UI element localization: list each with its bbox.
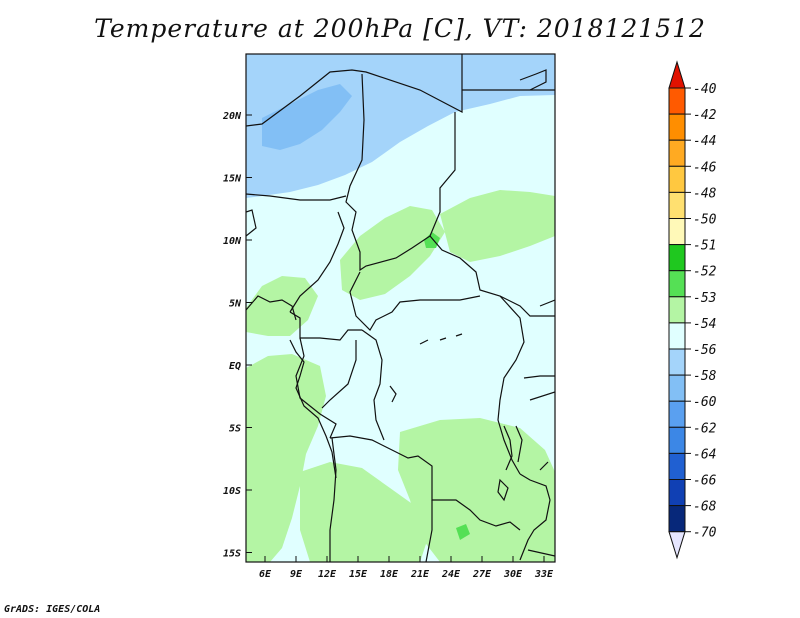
- lon-tick-label: 27E: [472, 569, 492, 580]
- map-title: Temperature at 200hPa [C], VT: 201812151…: [94, 14, 706, 43]
- lat-tick-label: 5S: [229, 424, 241, 435]
- lon-tick-label: 6E: [259, 569, 272, 580]
- colorbar-bottom-arrow: [668, 531, 686, 560]
- lat-tick-label: 20N: [222, 111, 242, 122]
- colorbar-swatch: [668, 505, 686, 533]
- lon-tick-label: 12E: [318, 569, 337, 580]
- colorbar-top-arrow: [668, 60, 686, 89]
- temperature-region-53: [300, 462, 428, 562]
- latitude-axis: 20N 15N 10N 5N EQ 5S 10S 15S: [222, 111, 252, 560]
- colorbar-label: -42: [693, 108, 717, 123]
- lat-tick-label: 10N: [223, 236, 242, 247]
- lon-tick-label: 21E: [410, 569, 430, 580]
- colorbar-swatch: [668, 374, 686, 402]
- colorbar-swatch: [668, 87, 686, 115]
- credit-text: GrADS: IGES/COLA: [4, 604, 101, 615]
- colorbar-label: -56: [693, 343, 717, 358]
- lon-tick-label: 18E: [380, 569, 399, 580]
- colorbar-label: -70: [693, 526, 717, 541]
- colorbar-label: -64: [693, 447, 716, 462]
- colorbar-label: -44: [693, 134, 716, 149]
- colorbar-label: -40: [693, 82, 717, 97]
- longitude-axis: 6E 9E 12E 15E 18E 21E 24E 27E 30E 33E: [259, 556, 554, 580]
- temperature-region-53: [246, 430, 276, 476]
- map-frame: [245, 53, 556, 563]
- temperature-region-52: [424, 232, 440, 248]
- colorbar-swatch: [668, 139, 686, 167]
- colorbar: -40 -42 -44 -46 -48 -50 -51 -52 -53 -54 -56 -58 -60 -…: [668, 60, 717, 560]
- colorbar-swatch: [668, 244, 686, 272]
- colorbar-label: -66: [693, 474, 717, 489]
- colorbar-swatch: [668, 296, 686, 324]
- temperature-region-58: [262, 84, 352, 150]
- temperature-region-52: [456, 524, 470, 540]
- colorbar-label: -60: [693, 395, 717, 410]
- country-borders: [246, 54, 555, 562]
- lon-tick-label: 33E: [534, 569, 554, 580]
- lat-tick-label: 10S: [223, 486, 241, 497]
- colorbar-swatch: [668, 218, 686, 246]
- colorbar-swatch: [668, 479, 686, 507]
- colorbar-swatch: [668, 426, 686, 454]
- colorbar-swatch: [668, 452, 686, 480]
- lon-tick-label: 30E: [503, 569, 523, 580]
- temperature-region-53: [246, 354, 326, 562]
- colorbar-label: -54: [693, 317, 716, 332]
- colorbar-label: -52: [693, 265, 717, 280]
- colorbar-label: -62: [693, 421, 717, 436]
- lat-tick-label: 15S: [223, 549, 241, 560]
- colorbar-label: -50: [693, 213, 717, 228]
- colorbar-label: -51: [693, 239, 716, 254]
- colorbar-label: -46: [693, 160, 717, 175]
- colorbar-label: -53: [693, 291, 716, 306]
- lat-tick-label: 15N: [223, 174, 242, 185]
- colorbar-swatch: [668, 113, 686, 141]
- lon-tick-label: 24E: [441, 569, 461, 580]
- colorbar-swatch: [668, 165, 686, 193]
- temperature-region-53: [440, 190, 555, 262]
- colorbar-swatch: [668, 400, 686, 428]
- lat-tick-label: EQ: [229, 361, 241, 372]
- colorbar-swatch: [668, 191, 686, 219]
- colorbar-swatch: [668, 270, 686, 298]
- temperature-region-53: [340, 206, 445, 300]
- colorbar-swatch: [668, 348, 686, 376]
- lat-tick-label: 5N: [229, 299, 242, 310]
- colorbar-label: -68: [693, 500, 717, 515]
- colorbar-swatch: [668, 322, 686, 350]
- lon-tick-label: 15E: [349, 569, 368, 580]
- map-plot-area: [246, 54, 555, 562]
- colorbar-label: -48: [693, 186, 717, 201]
- lon-tick-label: 9E: [290, 569, 303, 580]
- colorbar-label: -58: [693, 369, 717, 384]
